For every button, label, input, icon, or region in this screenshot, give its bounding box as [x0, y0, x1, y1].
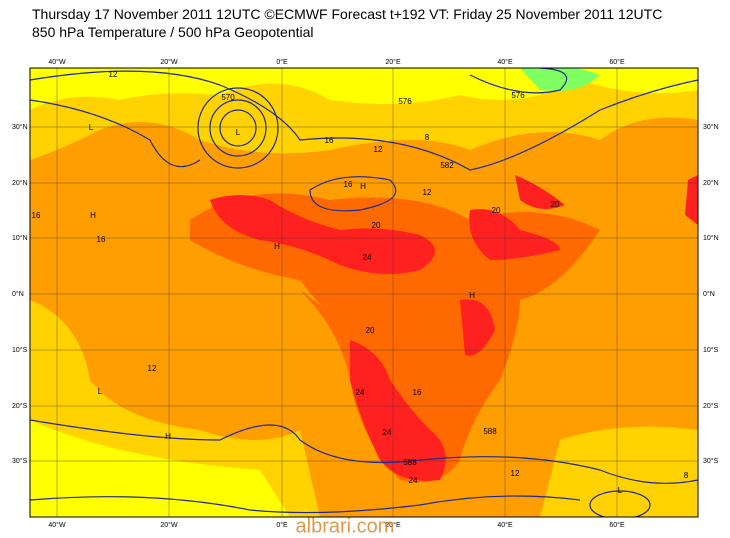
lon-label-top: 20°W [160, 58, 178, 66]
contour-label: 20 [551, 200, 560, 209]
lon-label-top: 40°W [48, 58, 66, 66]
lon-label-bottom: 40°W [48, 521, 66, 529]
lon-label-bottom: 20°E [385, 521, 401, 529]
contour-label: L [89, 123, 94, 132]
lat-label-right: 30°S [703, 457, 719, 465]
lon-label-top: 20°E [385, 58, 401, 66]
lat-label-left: 20°S [12, 402, 28, 410]
lat-label-left: 30°N [12, 123, 28, 131]
contour-label: 24 [409, 476, 418, 485]
contour-label: 8 [425, 133, 430, 142]
contour-label: 576 [398, 97, 412, 106]
contour-label: 582 [440, 161, 454, 170]
contour-label: 16 [32, 211, 41, 220]
contour-label: H [360, 182, 366, 191]
lat-label-right: 10°N [703, 234, 719, 242]
contour-label: 570 [221, 93, 235, 102]
graticule [30, 68, 698, 517]
lat-label-left: 0°N [12, 290, 24, 298]
contour-label: L [236, 128, 241, 137]
contour-label: 12 [109, 70, 118, 79]
lat-label-right: 0°N [703, 290, 715, 298]
contour-label: 12 [511, 469, 520, 478]
title-line: Thursday 17 November 2011 12UTC ©ECMWF F… [32, 6, 663, 22]
contour-label: 16 [344, 180, 353, 189]
lon-label-top: 0°E [276, 58, 288, 66]
contour-label: H [274, 242, 280, 251]
lat-label-left: 20°N [12, 179, 28, 187]
watermark: albrari.com [296, 515, 395, 537]
contour-label: 576 [511, 91, 525, 100]
contour-label: 24 [383, 428, 392, 437]
contour-label: 16 [413, 388, 422, 397]
lon-label-bottom: 40°E [497, 521, 513, 529]
lat-label-right: 30°N [703, 123, 719, 131]
contour-label: 12 [423, 188, 432, 197]
contour-label: 24 [363, 253, 372, 262]
contour-label: 12 [148, 364, 157, 373]
contour-label: 20 [366, 326, 375, 335]
contour-label: 24 [356, 388, 365, 397]
temperature-field [30, 68, 698, 517]
contour-label: 8 [684, 471, 689, 480]
lon-label-bottom: 20°W [160, 521, 178, 529]
lat-label-right: 10°S [703, 346, 719, 354]
contour-label: 20 [372, 221, 381, 230]
contour-label: H [90, 211, 96, 220]
lon-label-top: 40°E [497, 58, 513, 66]
contour-label: 588 [483, 427, 497, 436]
contour-label: L [98, 387, 103, 396]
contour-label: 20 [492, 206, 501, 215]
contour-label: 12 [374, 145, 383, 154]
contour-label: H [165, 432, 171, 441]
lat-label-left: 30°S [12, 457, 28, 465]
lat-label-left: 10°S [12, 346, 28, 354]
lon-label-bottom: 0°E [276, 521, 288, 529]
contour-label: L [618, 486, 623, 495]
lat-label-left: 10°N [12, 234, 28, 242]
subtitle-line: 850 hPa Temperature / 500 hPa Geopotenti… [32, 24, 314, 40]
contour-label: 16 [325, 136, 334, 145]
lon-label-bottom: 60°E [609, 521, 625, 529]
lat-label-right: 20°S [703, 402, 719, 410]
lon-label-top: 60°E [609, 58, 625, 66]
contour-label: 588 [403, 458, 417, 467]
contour-label: H [469, 291, 475, 300]
lat-label-right: 20°N [703, 179, 719, 187]
contour-label: 16 [97, 235, 106, 244]
